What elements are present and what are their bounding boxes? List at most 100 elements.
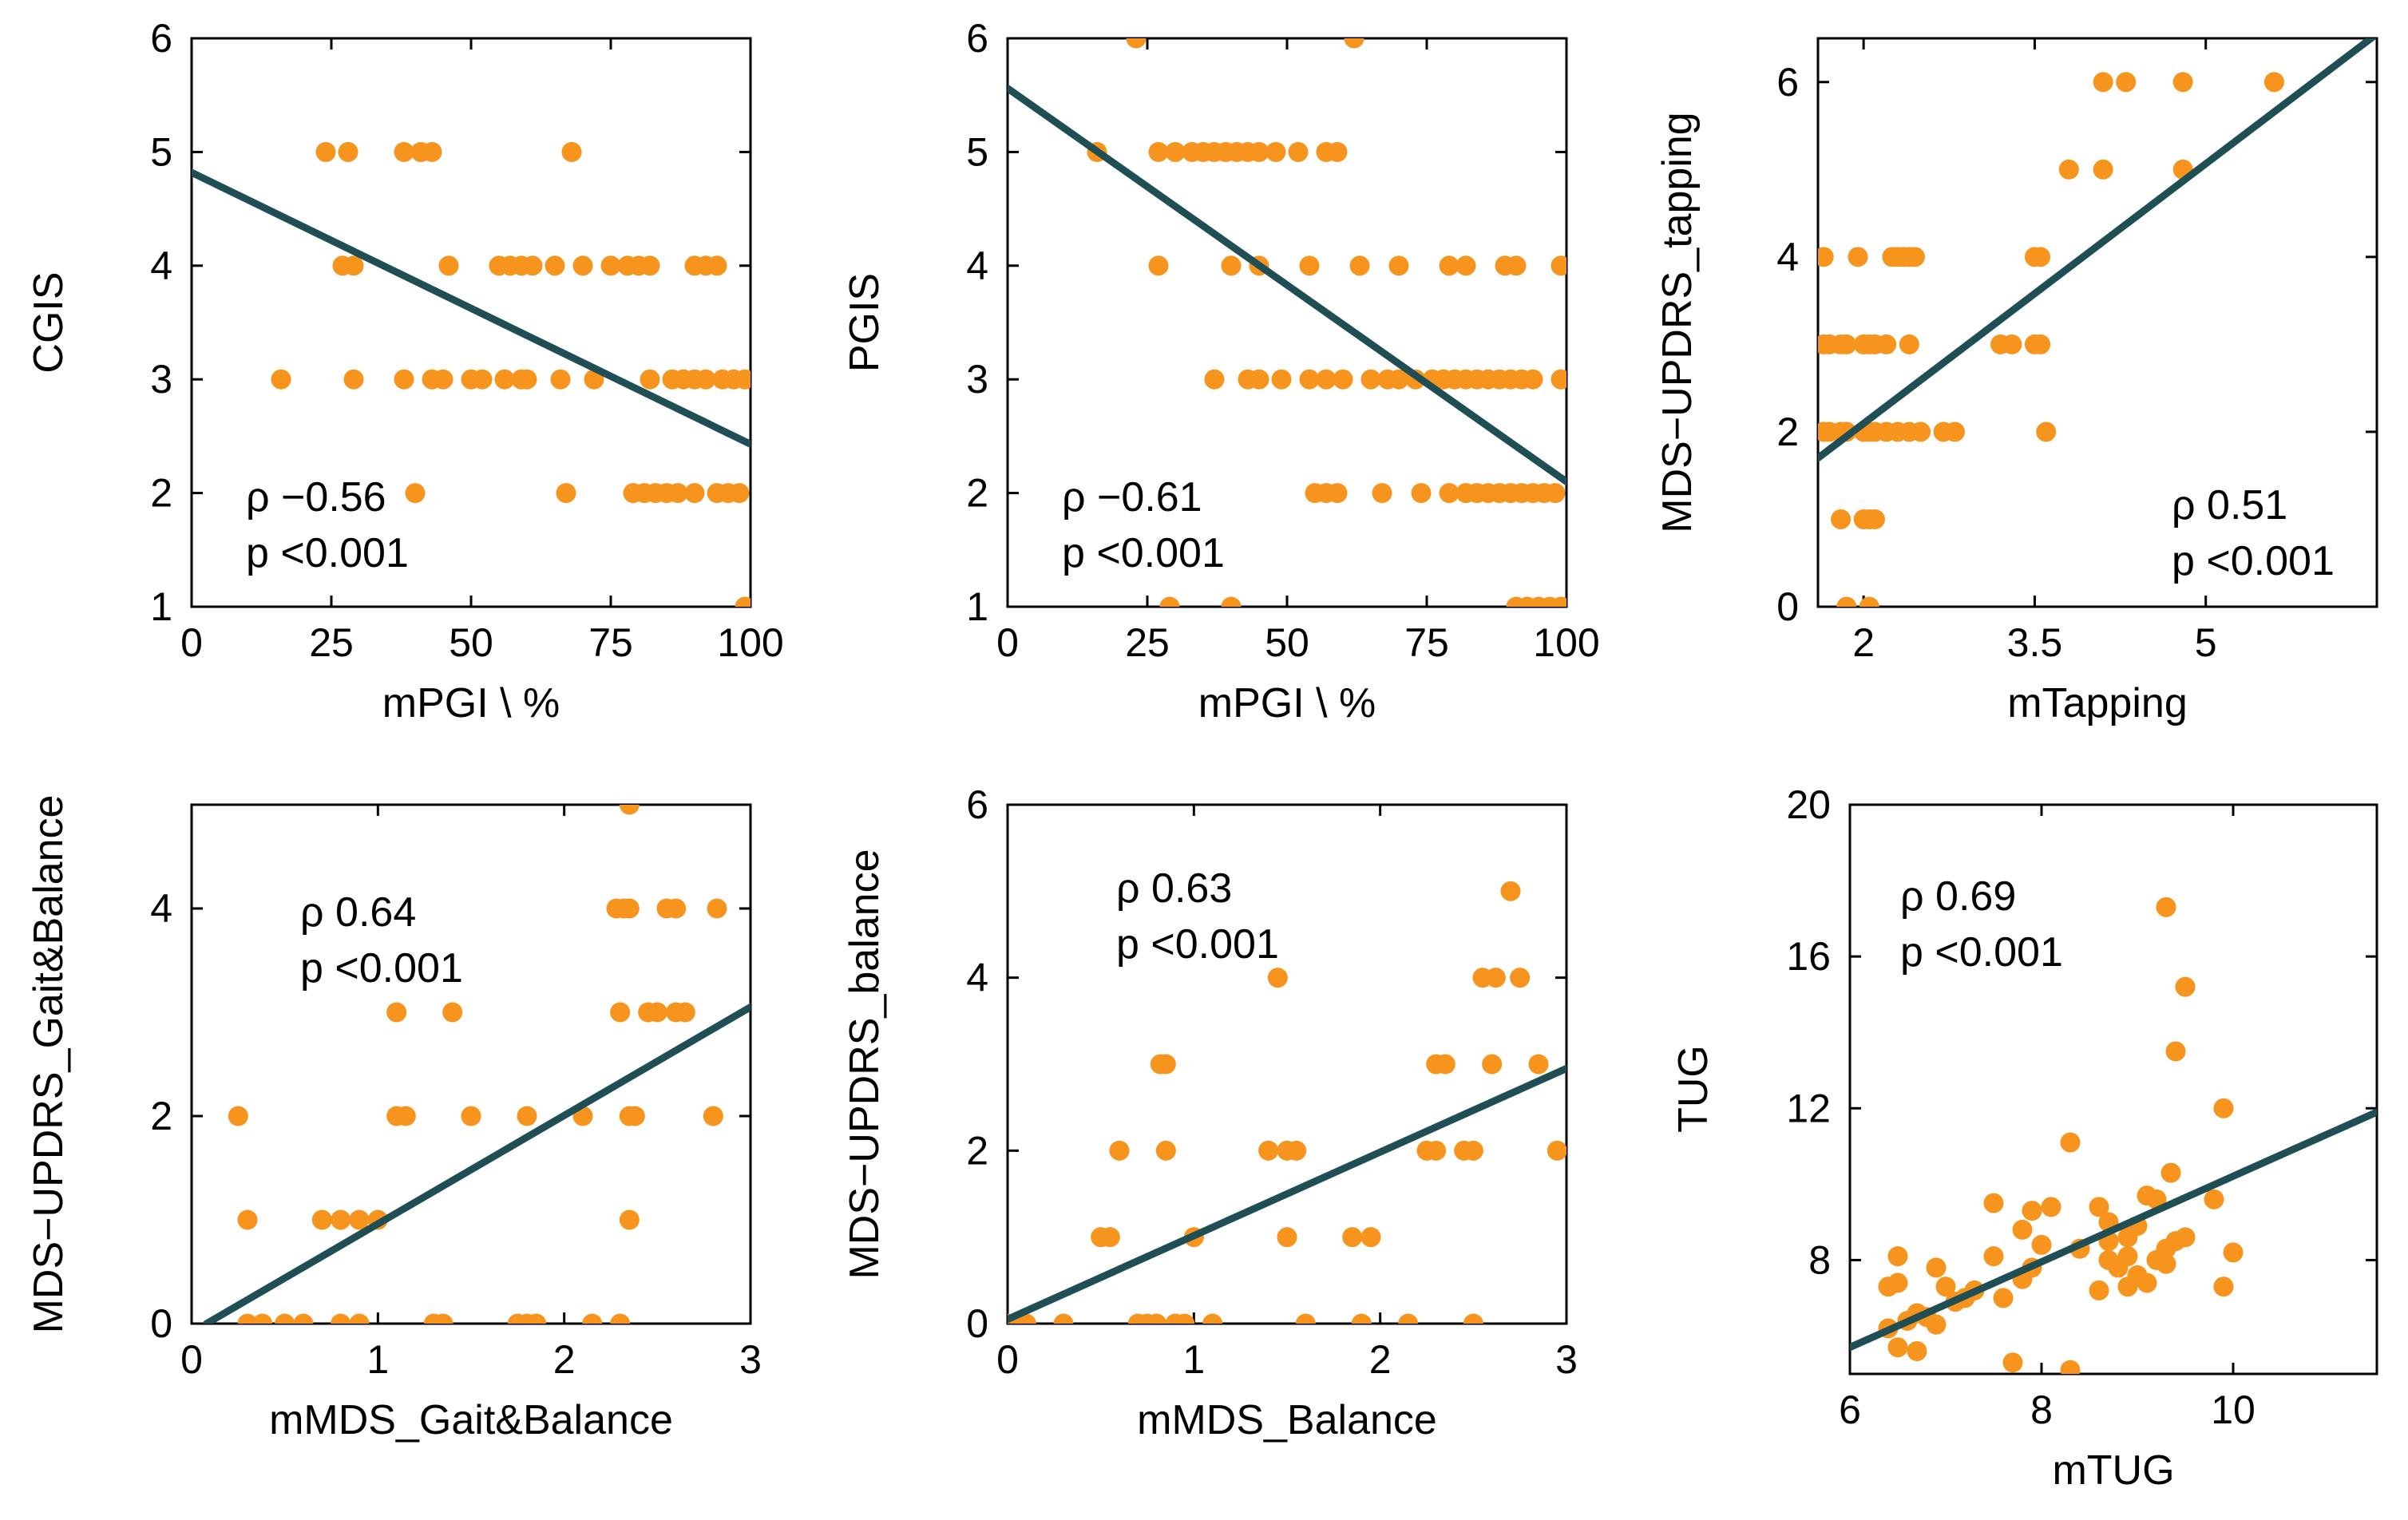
data-point [438, 255, 459, 276]
rho-annotation: ρ −0.56 [246, 474, 386, 521]
rho-annotation: ρ 0.63 [1116, 865, 1232, 912]
data-point [522, 255, 543, 276]
y-tick-label: 8 [1808, 1237, 1831, 1282]
x-tick-label: 5 [2195, 620, 2217, 665]
data-point [610, 1002, 631, 1023]
regression-line [1008, 85, 1566, 485]
rho-annotation: ρ 0.51 [2172, 482, 2287, 528]
data-point [1221, 255, 1242, 276]
data-layer [203, 805, 751, 1324]
data-point [735, 369, 751, 390]
data-point [1147, 1313, 1167, 1324]
data-point [252, 1313, 273, 1324]
data-point [2156, 897, 2176, 917]
data-point [2089, 1280, 2109, 1300]
data-point [1344, 38, 1364, 49]
x-tick-label: 0 [180, 620, 203, 665]
y-tick-label: 0 [1776, 584, 1799, 629]
y-tick-label: 4 [966, 243, 988, 288]
data-point [1528, 1054, 1549, 1075]
data-point [343, 255, 364, 276]
data-point [600, 255, 621, 276]
y-tick-label: 3 [150, 357, 172, 402]
data-point [1551, 255, 1566, 276]
data-point [2030, 247, 2051, 267]
x-tick-label: 50 [1265, 620, 1309, 665]
data-point [338, 141, 358, 162]
data-point [2060, 1360, 2081, 1374]
data-point [1439, 255, 1459, 276]
data-point [1876, 334, 1897, 354]
data-point [293, 1313, 314, 1324]
data-point [1258, 1140, 1279, 1161]
data-point [2089, 1197, 2109, 1217]
plot-frame [190, 37, 752, 608]
data-point [1327, 483, 1348, 504]
data-point [1360, 369, 1381, 390]
data-point [1295, 1313, 1316, 1324]
plot-frame [1006, 803, 1568, 1325]
data-point [1485, 968, 1506, 988]
data-point [1174, 1313, 1195, 1324]
y-axis-label: CGIS [26, 271, 72, 373]
x-tick-label: 3 [1555, 1337, 1578, 1382]
x-tick-label: 25 [1125, 620, 1170, 665]
x-tick-label: 25 [309, 620, 354, 665]
data-point [1435, 1054, 1455, 1075]
x-tick-label: 1 [366, 1337, 389, 1382]
data-point [311, 1209, 332, 1230]
data-point [2031, 1234, 2052, 1255]
plot-frame [1816, 37, 2378, 608]
data-point [2223, 1242, 2244, 1263]
regression-line [203, 1003, 751, 1324]
data-point [572, 255, 593, 276]
y-tick-label: 1 [150, 584, 172, 629]
data-point [2002, 1352, 2023, 1373]
data-point [2172, 72, 2193, 93]
data-point [331, 1313, 351, 1324]
data-point [394, 369, 414, 390]
data-point [2117, 1227, 2138, 1248]
data-point [2160, 1162, 2181, 1183]
data-point [1899, 334, 1919, 354]
data-point [1864, 509, 1885, 529]
y-tick-label: 2 [150, 1094, 172, 1138]
data-point [1288, 141, 1309, 162]
x-tick-label: 3.5 [2007, 620, 2063, 665]
data-point [2213, 1098, 2234, 1118]
y-axis-label: PGIS [842, 273, 888, 372]
rho-annotation: ρ −0.61 [1062, 474, 1202, 521]
data-point [1249, 141, 1269, 162]
p-value-annotation: p <0.001 [2172, 538, 2335, 584]
y-tick-label: 6 [966, 16, 988, 61]
data-point [1926, 1257, 1947, 1278]
data-point [1551, 596, 1566, 607]
y-axis-label: TUG [1670, 1045, 1717, 1133]
data-point [1109, 1140, 1130, 1161]
data-point [1265, 141, 1286, 162]
data-point [433, 1313, 453, 1324]
x-tick-label: 100 [1533, 620, 1599, 665]
y-tick-label: 4 [150, 886, 172, 931]
p-value-annotation: p <0.001 [300, 945, 463, 992]
y-tick-label: 2 [966, 471, 988, 516]
data-point [1327, 141, 1348, 162]
data-point [1506, 255, 1527, 276]
x-tick-label: 10 [2211, 1387, 2256, 1432]
data-point [1277, 1227, 1297, 1248]
data-point [2030, 334, 2051, 354]
data-layer [1008, 881, 1566, 1324]
data-point [1907, 1340, 1927, 1361]
x-tick-label: 0 [996, 620, 1019, 665]
y-tick-label: 5 [966, 129, 988, 174]
data-point [2165, 1041, 2186, 1062]
data-point [386, 1002, 407, 1023]
data-point [1523, 369, 1543, 390]
y-tick-label: 2 [150, 471, 172, 516]
data-point [2093, 159, 2113, 180]
data-point [2012, 1219, 2033, 1240]
data-point [666, 898, 687, 919]
data-point [1165, 141, 1186, 162]
data-point [1887, 1246, 1908, 1267]
